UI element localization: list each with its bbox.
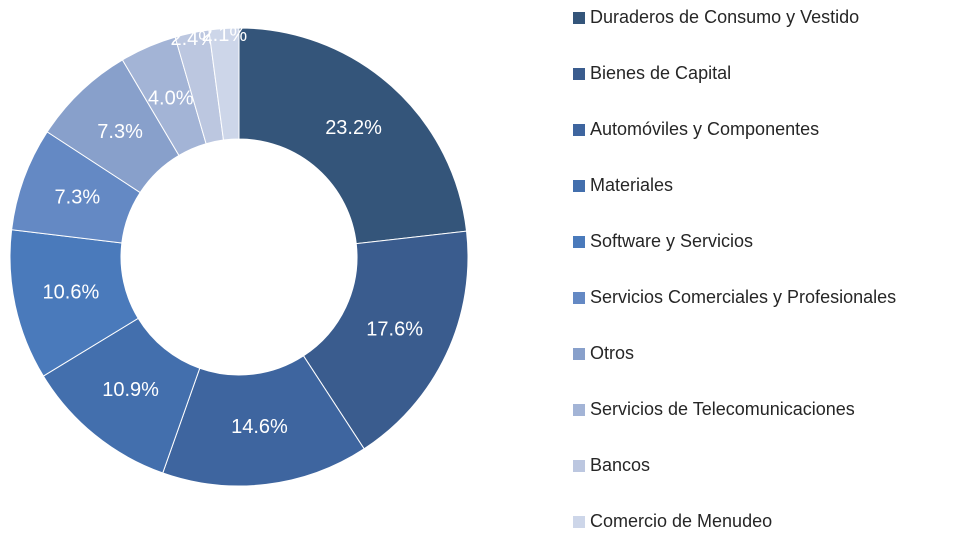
legend-label: Automóviles y Componentes	[590, 119, 819, 139]
legend-swatch	[573, 180, 585, 192]
slice-label: 23.2%	[325, 117, 382, 139]
slice-label: 7.3%	[55, 187, 101, 209]
legend-label: Software y Servicios	[590, 231, 753, 251]
slice	[302, 230, 469, 450]
legend-label: Bienes de Capital	[590, 63, 731, 83]
legend-swatch	[573, 404, 585, 416]
slice-label: 17.6%	[366, 319, 423, 341]
legend-swatch	[573, 236, 585, 248]
legend-label: Comercio de Menudeo	[590, 511, 772, 531]
legend-label: Materiales	[590, 175, 673, 195]
slice-label: 10.9%	[102, 379, 159, 401]
legend-label: Bancos	[590, 455, 650, 475]
slice-label: 4.0%	[148, 87, 194, 109]
legend-label: Servicios Comerciales y Profesionales	[590, 287, 896, 307]
slice-label: 7.3%	[97, 121, 143, 143]
legend-swatch	[573, 348, 585, 360]
slice-label: 10.6%	[43, 282, 100, 304]
legend-swatch	[573, 460, 585, 472]
slice	[238, 27, 468, 245]
slice	[162, 355, 365, 487]
slice-label: 2.4%	[171, 28, 217, 50]
legend-swatch	[573, 124, 585, 136]
legend-swatch	[573, 12, 585, 24]
legend-swatch	[573, 516, 585, 528]
legend-label: Duraderos de Consumo y Vestido	[590, 7, 859, 27]
slice-label: 2.1%	[202, 24, 248, 46]
legend-swatch	[573, 68, 585, 80]
legend-swatch	[573, 292, 585, 304]
slice	[208, 27, 240, 141]
slice-label: 14.6%	[231, 416, 288, 438]
legend-label: Servicios de Telecomunicaciones	[590, 399, 855, 419]
legend-label: Otros	[590, 343, 634, 363]
